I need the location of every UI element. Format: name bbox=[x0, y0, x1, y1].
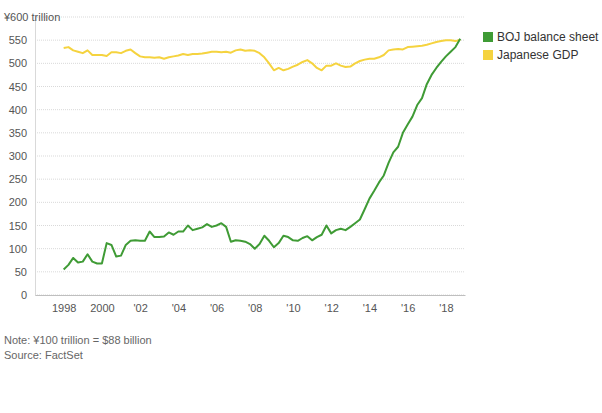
y-tick: 150 bbox=[9, 220, 35, 232]
chart: 0 50 100 150 200 250 300 350 400 450 500 550 ¥600 tr… bbox=[0, 0, 602, 413]
y-axis: 0 50 100 150 200 250 300 350 400 450 500 550 ¥600 tr… bbox=[3, 11, 60, 301]
x-tick: '04 bbox=[172, 295, 186, 314]
grid-line bbox=[35, 202, 465, 203]
x-axis-line bbox=[36, 295, 466, 296]
y-tick: 0 bbox=[21, 289, 35, 301]
x-tick: '02 bbox=[133, 295, 147, 314]
x-tick: 2000 bbox=[90, 295, 114, 314]
grid-line bbox=[35, 132, 465, 133]
y-tick-label: 350 bbox=[9, 127, 27, 139]
grid bbox=[35, 17, 465, 295]
grid-line bbox=[35, 225, 465, 226]
x-tick-label: '12 bbox=[325, 302, 339, 314]
x-tick: '06 bbox=[210, 295, 224, 314]
grid-line bbox=[35, 40, 465, 41]
y-tick: 200 bbox=[9, 196, 35, 208]
grid-line bbox=[35, 109, 465, 110]
grid-line bbox=[35, 156, 465, 157]
y-tick: 450 bbox=[9, 81, 35, 93]
source: Source: FactSet bbox=[4, 349, 83, 361]
x-tick-label: 1998 bbox=[52, 302, 76, 314]
x-tick: '08 bbox=[248, 295, 262, 314]
y-tick: ¥600 trillion bbox=[3, 11, 60, 23]
y-tick-label: 250 bbox=[9, 173, 27, 185]
y-tick: 350 bbox=[9, 127, 35, 139]
y-tick-label: 400 bbox=[9, 104, 27, 116]
y-tick-label: 50 bbox=[15, 266, 27, 278]
grid-line bbox=[35, 63, 465, 64]
y-tick-label: 450 bbox=[9, 81, 27, 93]
y-tick: 50 bbox=[15, 266, 35, 278]
grid-line bbox=[35, 295, 465, 296]
y-tick: 500 bbox=[9, 57, 35, 69]
x-tick-label: '16 bbox=[401, 302, 415, 314]
x-tick-label: '08 bbox=[248, 302, 262, 314]
legend-item: Japanese GDP bbox=[483, 48, 578, 62]
legend-swatch bbox=[483, 50, 493, 60]
y-tick-label: 300 bbox=[9, 150, 27, 162]
x-tick: '14 bbox=[363, 295, 377, 314]
y-tick: 550 bbox=[9, 34, 35, 46]
x-tick: '12 bbox=[325, 295, 339, 314]
y-tick-label: 200 bbox=[9, 196, 27, 208]
x-tick-label: '04 bbox=[172, 302, 186, 314]
y-axis-line bbox=[35, 18, 36, 296]
legend: BOJ balance sheet Japanese GDP bbox=[483, 30, 599, 62]
grid-line bbox=[35, 179, 465, 180]
x-tick: 1998 bbox=[52, 295, 76, 314]
series-line bbox=[64, 39, 461, 270]
legend-swatch bbox=[483, 32, 493, 42]
y-tick-label: 500 bbox=[9, 57, 27, 69]
x-axis: 1998 2000 '02 '04 '06 '08 '10 '12 '14 '16 '18 bbox=[36, 295, 466, 314]
x-tick-label: '10 bbox=[286, 302, 300, 314]
plot-area bbox=[64, 39, 461, 270]
x-tick-label: '18 bbox=[439, 302, 453, 314]
y-tick-label: 0 bbox=[21, 289, 27, 301]
legend-label: Japanese GDP bbox=[497, 48, 578, 62]
y-tick: 400 bbox=[9, 104, 35, 116]
y-tick-label: 550 bbox=[9, 34, 27, 46]
y-tick-label: 100 bbox=[9, 243, 27, 255]
x-tick: '10 bbox=[286, 295, 300, 314]
x-tick-label: '02 bbox=[133, 302, 147, 314]
y-tick: 300 bbox=[9, 150, 35, 162]
legend-label: BOJ balance sheet bbox=[497, 30, 599, 44]
note: Note: ¥100 trillion = $88 billion bbox=[4, 334, 152, 346]
y-tick: 250 bbox=[9, 173, 35, 185]
legend-item: BOJ balance sheet bbox=[483, 30, 599, 44]
grid-line bbox=[35, 248, 465, 249]
x-tick: '16 bbox=[401, 295, 415, 314]
grid-line bbox=[35, 86, 465, 87]
y-tick-label: ¥600 trillion bbox=[3, 11, 60, 23]
x-tick: '18 bbox=[439, 295, 453, 314]
grid-line bbox=[35, 17, 465, 18]
y-tick: 100 bbox=[9, 243, 35, 255]
x-tick-label: 2000 bbox=[90, 302, 114, 314]
grid-line bbox=[35, 271, 465, 272]
y-tick-label: 150 bbox=[9, 220, 27, 232]
x-tick-label: '06 bbox=[210, 302, 224, 314]
x-tick-label: '14 bbox=[363, 302, 377, 314]
series-line bbox=[64, 40, 461, 71]
